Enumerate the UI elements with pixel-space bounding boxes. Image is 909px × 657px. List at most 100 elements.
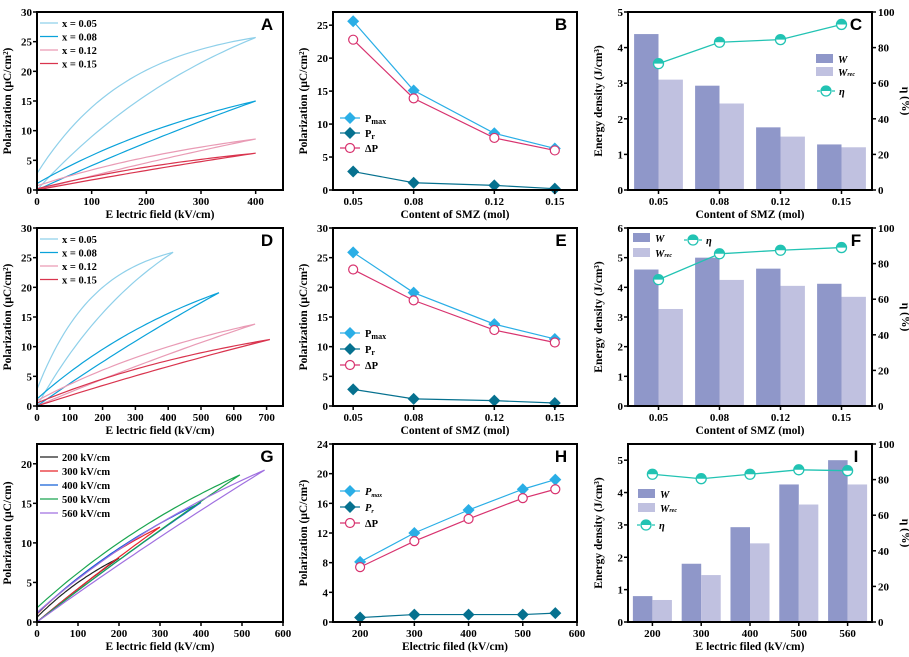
x-tick-label: 300 <box>693 628 710 640</box>
series-line <box>353 388 555 404</box>
diamond-marker <box>462 504 475 517</box>
eta-point <box>652 273 665 286</box>
x-tick-label: 600 <box>569 628 586 640</box>
y2-tick-label: 20 <box>878 365 890 377</box>
x-tick-label: 0.08 <box>710 196 730 208</box>
legend-label: Pmax <box>365 487 382 499</box>
pe-loop <box>36 323 256 407</box>
y-tick-label: 5 <box>618 455 624 467</box>
x-tick-label: 400 <box>160 412 177 424</box>
x-tick-label: 0.15 <box>545 196 565 208</box>
x-tick-label: 0 <box>34 628 40 640</box>
x-tick-label: 0.05 <box>649 196 669 208</box>
y2-axis-label: η (%) <box>899 519 909 548</box>
x-tick-label: 0.05 <box>344 196 364 208</box>
y2-tick-label: 40 <box>878 330 890 342</box>
legend-label-sub: r <box>371 509 374 515</box>
y-axis-label: Energy density (J/cm³) <box>593 261 605 373</box>
legend-swatch <box>633 233 650 242</box>
y2-axis-label: η (%) <box>899 303 909 332</box>
circle-marker <box>344 359 356 371</box>
legend-label: η <box>706 236 712 247</box>
circle-marker <box>408 93 419 104</box>
series-line <box>352 251 555 340</box>
legend-label-main: P <box>365 129 372 140</box>
x-tick-label: 600 <box>226 412 243 424</box>
legend-label-main: P <box>365 503 372 514</box>
legend-label: x = 0.12 <box>62 262 97 273</box>
y-tick-label: 30 <box>317 223 329 235</box>
legend-label: W <box>655 234 665 245</box>
legend-label: Wrec <box>660 504 677 515</box>
y-tick-label: 20 <box>317 469 329 481</box>
y-tick-label: 15 <box>317 312 329 324</box>
legend-label-sub: rec <box>669 508 677 514</box>
plot-area <box>36 469 265 623</box>
y-tick-label: 3 <box>618 520 624 532</box>
pe-loop <box>36 292 220 407</box>
y-tick-label: 5 <box>618 253 624 265</box>
x-tick-label: 0.15 <box>832 412 852 424</box>
x-tick-label: 300 <box>193 196 210 208</box>
plot-area <box>36 251 271 407</box>
y-tick-label: 3 <box>618 312 624 324</box>
pe-loop <box>36 100 256 191</box>
x-tick-label: 560 <box>839 628 856 640</box>
y-tick-label: 1 <box>618 149 624 161</box>
y-tick-label: 2 <box>618 114 624 126</box>
y-tick-label: 20 <box>21 459 33 471</box>
bar-w <box>695 257 720 406</box>
y2-tick-label: 80 <box>878 43 890 55</box>
axes-frame <box>332 443 578 623</box>
plot-area <box>36 36 256 191</box>
y-tick-label: 25 <box>21 253 33 265</box>
x-tick-label: 500 <box>193 412 210 424</box>
x-axis-label: E lectric filed (kV/cm) <box>696 641 805 653</box>
y-tick-label: 4 <box>323 587 329 599</box>
y-tick-label: 4 <box>618 282 624 294</box>
circle-marker <box>344 517 356 529</box>
y2-tick-label: 0 <box>878 401 884 413</box>
y-tick-label: 30 <box>21 223 33 235</box>
pe-loop <box>36 469 265 623</box>
diamond-marker <box>548 182 561 195</box>
circle-marker <box>517 493 528 504</box>
panel-d: 0 100 200 300 400 500 600 700 0 5 10 15 20 25 30 E lect… <box>2 223 284 437</box>
legend-label-main: W <box>838 68 848 79</box>
x-tick-label: 400 <box>193 628 210 640</box>
legend-label: η <box>839 87 845 98</box>
diamond-marker <box>407 176 420 189</box>
bar-w <box>730 527 750 622</box>
legend-label: Wrec <box>838 68 855 79</box>
legend-label: W <box>660 490 670 501</box>
x-axis-label: E lectric field (kV/cm) <box>106 425 215 437</box>
panel-letter: H <box>555 447 567 466</box>
y-axis-label: Polarization (μC/cm²) <box>298 47 310 154</box>
y2-tick-label: 100 <box>878 7 895 19</box>
y-tick-label: 0 <box>27 401 33 413</box>
x-tick-label: 100 <box>70 628 87 640</box>
y-tick-label: 2 <box>618 552 624 564</box>
legend-label: x = 0.08 <box>62 249 97 260</box>
bar-rec <box>847 484 868 622</box>
legend-label-main: P <box>365 329 372 340</box>
x-axis-label: E lectric field (kV/cm) <box>106 641 215 653</box>
diamond-marker <box>407 286 420 299</box>
legend-label: x = 0.15 <box>62 60 97 71</box>
plot-area <box>354 473 562 624</box>
panel-i: 200 300 400 500 560 0 1 2 3 4 5 0 20 40 60 80 100 η (%) E … <box>593 439 909 653</box>
legend-label-main: ΔP <box>365 144 379 155</box>
circle-marker <box>409 536 420 547</box>
bar-rec <box>701 575 721 622</box>
bar-rec <box>719 279 744 406</box>
legend-label-sub: max <box>371 493 382 499</box>
y-tick-label: 15 <box>21 312 33 324</box>
bar-rec <box>841 147 866 190</box>
diamond-marker <box>549 607 562 620</box>
legend-label: 560 kV/cm <box>62 509 110 520</box>
y-tick-label: 5 <box>27 371 33 383</box>
legend-label-sub: max <box>371 332 386 341</box>
